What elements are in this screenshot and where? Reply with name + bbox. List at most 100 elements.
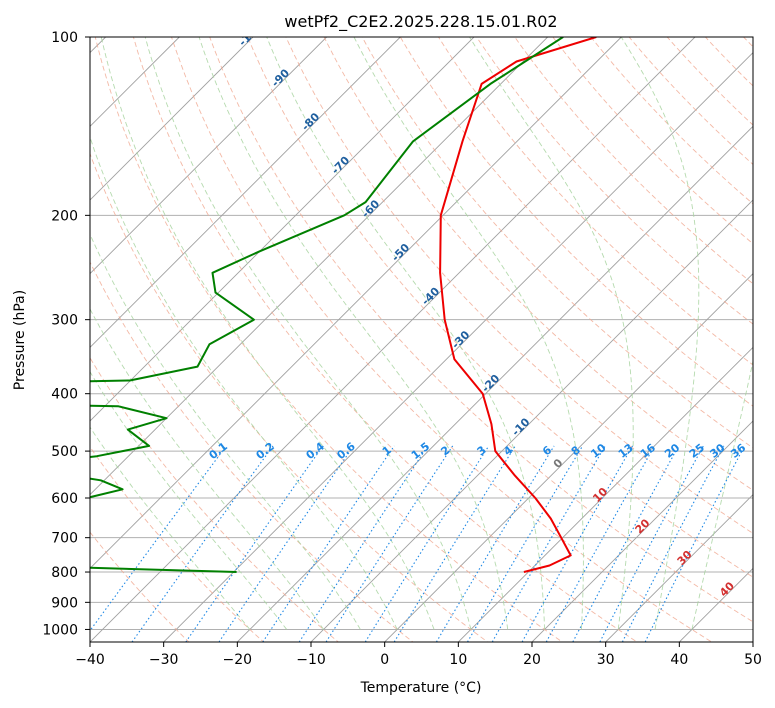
dry-adiabat bbox=[171, 37, 713, 642]
dry-adiabat bbox=[666, 37, 753, 126]
mixing-ratio-line bbox=[599, 445, 704, 642]
dry-adiabat bbox=[769, 24, 775, 654]
isotherm-label: -100 bbox=[236, 20, 265, 49]
temperature-profile-line bbox=[439, 37, 597, 573]
dry-adiabat bbox=[90, 152, 489, 642]
mixing-ratio-line bbox=[218, 445, 355, 642]
x-tick-label: −10 bbox=[296, 652, 326, 668]
dry-adiabat bbox=[90, 446, 265, 642]
dewpoint-profile-line bbox=[90, 37, 564, 573]
isotherm-label: 40 bbox=[717, 579, 737, 599]
tick-layer: −40 −30 −20 −10 0 10 20 30 40 50 100 200 300 400 500 60… bbox=[42, 30, 762, 668]
x-tick-label: 50 bbox=[744, 652, 762, 668]
dry-adiabat bbox=[628, 37, 753, 165]
isotherm-label: 10 bbox=[590, 485, 610, 505]
dry-adiabat bbox=[90, 531, 190, 642]
x-tick-label: 0 bbox=[380, 652, 389, 668]
mixing-ratio-line bbox=[521, 445, 633, 642]
mixing-ratio-line bbox=[621, 445, 725, 642]
isotherm-line bbox=[237, 125, 753, 642]
isotherm-label: -30 bbox=[449, 328, 472, 351]
isotherm-label: -50 bbox=[389, 241, 412, 264]
mixing-ratio-label: 0.6 bbox=[334, 440, 358, 462]
isotherm-label: -80 bbox=[299, 110, 322, 133]
isotherm-label: -70 bbox=[329, 154, 352, 177]
dry-adiabat bbox=[552, 37, 753, 245]
y-tick-label: 400 bbox=[51, 387, 78, 403]
moist-adiabat bbox=[90, 308, 324, 630]
moist-adiabat bbox=[198, 37, 509, 630]
y-tick-label: 500 bbox=[51, 444, 78, 460]
isotherm-line bbox=[752, 641, 753, 642]
mixing-ratio-line bbox=[364, 445, 490, 642]
isotherm-line bbox=[90, 37, 401, 348]
y-axis-label: Pressure (hPa) bbox=[12, 290, 28, 390]
mixing-ratio-line bbox=[393, 445, 516, 642]
dry-adiabat bbox=[476, 37, 753, 325]
x-tick-label: 30 bbox=[597, 652, 615, 668]
mixing-ratio-label: 0.4 bbox=[304, 440, 328, 462]
dry-adiabat bbox=[514, 37, 753, 285]
mixing-ratio-line bbox=[298, 445, 429, 642]
isotherm-label: -10 bbox=[509, 415, 532, 438]
mixing-ratio-label: 1.5 bbox=[409, 440, 432, 462]
moist-adiabat bbox=[100, 37, 435, 630]
mixing-ratio-label: 30 bbox=[708, 441, 728, 461]
moist-adiabat bbox=[266, 37, 546, 630]
x-tick-label: −30 bbox=[149, 652, 179, 668]
mixing-ratio-line bbox=[185, 445, 324, 642]
mixing-ratio-line bbox=[644, 445, 746, 642]
isoline-layer bbox=[90, 24, 775, 654]
moist-adiabat bbox=[144, 37, 472, 630]
y-tick-label: 900 bbox=[51, 595, 78, 611]
dry-adiabat bbox=[704, 37, 753, 87]
moist-adiabat bbox=[90, 135, 398, 630]
dry-adiabat bbox=[323, 37, 753, 491]
mixing-ratio-label: 25 bbox=[687, 441, 707, 461]
isotherm-label: -20 bbox=[479, 372, 502, 395]
x-tick-label: 20 bbox=[523, 652, 541, 668]
mixing-ratio-line bbox=[435, 445, 555, 642]
dry-adiabat bbox=[285, 37, 753, 534]
dry-adiabat bbox=[94, 37, 564, 642]
isotherm-line bbox=[90, 37, 254, 201]
dry-adiabat bbox=[90, 356, 339, 642]
isotherm-line bbox=[679, 567, 753, 642]
isotherm-line bbox=[90, 37, 327, 275]
y-tick-label: 800 bbox=[51, 565, 78, 581]
moist-adiabat bbox=[469, 37, 634, 630]
mixing-ratio-label: 16 bbox=[638, 441, 658, 461]
dry-adiabat bbox=[437, 37, 753, 366]
mixing-ratio-line bbox=[262, 445, 395, 642]
dry-adiabat bbox=[90, 261, 414, 642]
x-tick-label: 40 bbox=[670, 652, 688, 668]
isotherm-line bbox=[90, 37, 475, 422]
dry-adiabat bbox=[247, 37, 753, 578]
mixing-ratio-line bbox=[325, 445, 454, 642]
chart-title: wetPf2_C2E2.2025.228.15.01.R02 bbox=[284, 12, 557, 32]
dry-adiabat bbox=[209, 37, 753, 623]
series-layer bbox=[90, 37, 597, 573]
mixing-ratio-label: 10 bbox=[588, 441, 608, 461]
moist-adiabat bbox=[90, 370, 288, 630]
isotherm-label: -40 bbox=[419, 284, 442, 307]
grid-layer bbox=[90, 37, 753, 642]
dry-adiabat bbox=[132, 37, 638, 642]
isotherm-label: -60 bbox=[359, 197, 382, 220]
moist-adiabat bbox=[353, 37, 584, 630]
isotherm-line bbox=[605, 494, 753, 642]
isotherm-label: 20 bbox=[633, 516, 653, 536]
moist-adiabat bbox=[691, 359, 753, 630]
y-tick-label: 700 bbox=[51, 531, 78, 547]
mixing-ratio-label: 20 bbox=[662, 441, 682, 461]
plot-frame bbox=[89, 36, 754, 643]
mixing-ratio-label: 0.1 bbox=[207, 440, 230, 462]
moist-adiabat bbox=[90, 233, 361, 630]
isotherm-line bbox=[384, 273, 753, 642]
mixing-ratio-line bbox=[545, 445, 656, 642]
moist-adiabat bbox=[620, 37, 700, 630]
y-tick-label: 600 bbox=[51, 491, 78, 507]
isotherm-line bbox=[90, 37, 622, 569]
y-tick-label: 1000 bbox=[42, 622, 78, 638]
